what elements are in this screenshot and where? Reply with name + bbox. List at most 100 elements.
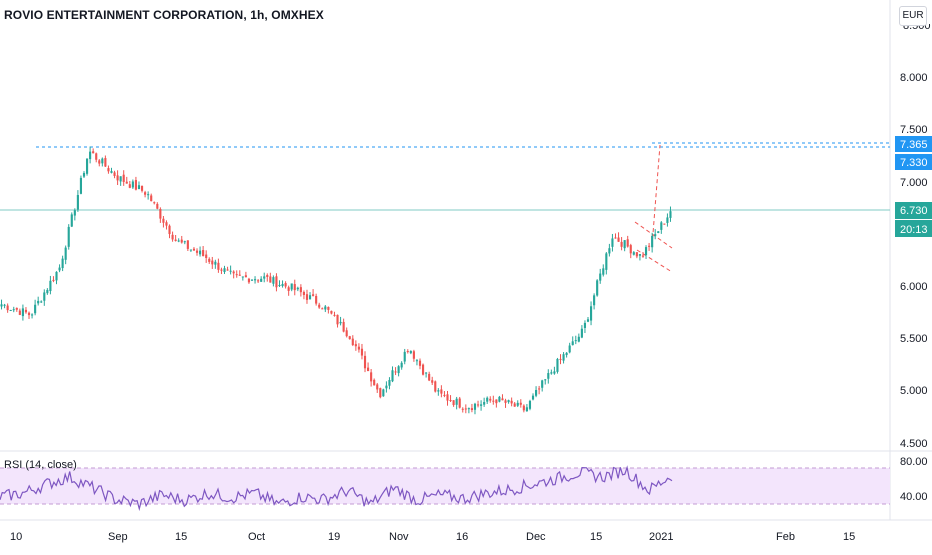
candle-body — [61, 258, 64, 269]
candle-body — [0, 304, 3, 307]
candle-body — [360, 348, 364, 356]
pennant-upper-line[interactable] — [634, 221, 673, 249]
candle-body — [507, 400, 510, 403]
candle-body — [247, 278, 251, 283]
candle-body — [440, 389, 443, 394]
last-price-tag-text: 6.730 — [900, 205, 928, 217]
candle-body — [168, 225, 171, 235]
candle-body — [657, 231, 660, 234]
candle-body — [608, 248, 611, 254]
candle-body — [122, 174, 125, 182]
candle-body — [92, 151, 95, 154]
candle-body — [321, 308, 324, 310]
candle-body — [409, 350, 412, 354]
candle-body — [528, 400, 532, 409]
candle-body — [434, 381, 437, 392]
time-label-15b: 15 — [590, 531, 602, 543]
resistance-upper-tag-text: 7.365 — [900, 139, 928, 151]
candle-body — [177, 240, 180, 242]
candle-body — [85, 158, 89, 174]
candle-body — [492, 400, 495, 402]
candle-body — [58, 267, 61, 271]
candle-body — [253, 279, 257, 281]
candle-body — [663, 223, 666, 225]
candle-body — [428, 373, 431, 381]
candle-body — [629, 245, 632, 254]
candle-body — [205, 254, 208, 259]
candle-body — [620, 241, 623, 247]
candle-body — [241, 276, 244, 278]
candle-body — [302, 291, 305, 295]
candle-body — [391, 370, 394, 382]
candle-body — [599, 273, 602, 281]
candle-body — [370, 372, 373, 382]
candle-body — [431, 380, 434, 383]
candle-body — [238, 274, 241, 276]
candle-body — [562, 354, 565, 361]
candle-body — [308, 295, 312, 300]
candle-body — [577, 336, 580, 342]
candle-body — [345, 330, 348, 337]
price-tick-4500: 4.500 — [900, 438, 928, 450]
candle-body — [644, 247, 648, 256]
time-label-nov: Nov — [389, 531, 409, 543]
candle-body — [400, 362, 403, 368]
candle-body — [614, 237, 617, 239]
candle-body — [9, 310, 12, 312]
time-label-10: 10 — [10, 531, 22, 543]
candle-body — [98, 160, 101, 164]
candle-body — [257, 280, 260, 282]
candle-body — [312, 294, 315, 296]
candle-body — [635, 252, 638, 257]
candle-body — [333, 314, 336, 316]
candle-body — [34, 304, 37, 314]
candle-body — [195, 250, 199, 253]
candle-body — [489, 398, 492, 401]
candle-body — [425, 372, 428, 374]
candle-body — [449, 400, 452, 402]
candle-body — [134, 180, 137, 190]
candle-body — [269, 276, 272, 283]
price-tick-8000: 8.000 — [900, 72, 928, 84]
candle-body — [574, 340, 577, 342]
candle-body — [580, 328, 583, 338]
time-label-15a: 15 — [175, 531, 187, 543]
candle-body — [348, 336, 351, 340]
candle-body — [593, 295, 596, 306]
currency-button[interactable]: EUR — [899, 6, 927, 26]
candle-body — [583, 322, 587, 328]
candle-body — [522, 405, 525, 411]
candle-body — [214, 261, 217, 265]
rsi-indicator-label[interactable]: RSI (14, close) — [4, 459, 77, 471]
resistance-lower-tag-text: 7.330 — [900, 157, 928, 169]
candle-body — [159, 208, 162, 219]
candle-body — [101, 158, 104, 164]
candle-body — [504, 400, 507, 403]
candle-body — [544, 379, 547, 381]
candle-body — [397, 366, 400, 374]
candle-body — [654, 234, 657, 237]
main-pane[interactable] — [0, 0, 890, 450]
candle-body — [318, 304, 321, 308]
candle-body — [89, 151, 92, 160]
candle-body — [76, 194, 79, 210]
candle-body — [363, 355, 367, 369]
candle-body — [278, 285, 281, 287]
candle-body — [144, 192, 147, 195]
candle-body — [244, 275, 247, 278]
candle-body — [49, 280, 52, 292]
candle-body — [153, 202, 156, 204]
candle-body — [357, 346, 360, 350]
candle-body — [556, 358, 559, 372]
candle-body — [403, 351, 406, 362]
candle-body — [27, 312, 31, 316]
candle-body — [458, 398, 461, 408]
rsi-line — [0, 465, 673, 512]
candle-body — [586, 319, 590, 322]
candle-body — [388, 379, 391, 386]
rsi-tick-80: 80.00 — [900, 456, 928, 468]
candle-body — [538, 388, 541, 390]
price-tick-6000: 6.000 — [900, 281, 928, 293]
candle-body — [669, 211, 672, 218]
target-projection-line[interactable] — [651, 144, 661, 247]
